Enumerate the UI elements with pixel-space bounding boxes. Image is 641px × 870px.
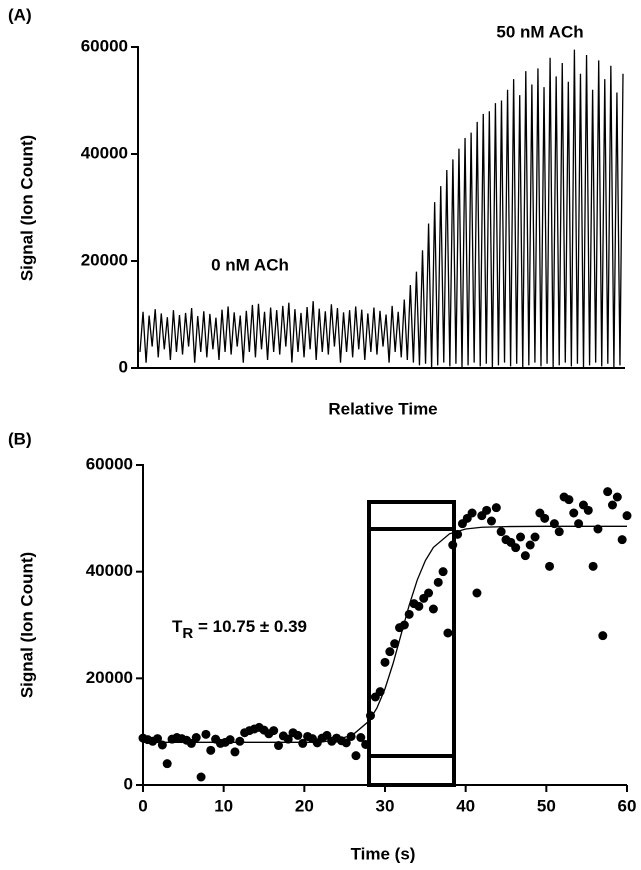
data-point xyxy=(196,772,206,782)
signal-line xyxy=(139,49,624,369)
data-point xyxy=(607,500,617,510)
data-point xyxy=(467,508,477,518)
data-point xyxy=(603,487,613,497)
data-point xyxy=(569,508,579,518)
y-tick-label: 0 xyxy=(119,357,128,376)
data-point xyxy=(598,631,608,641)
x-tick-label: 60 xyxy=(618,796,637,815)
data-point xyxy=(390,639,400,649)
y-tick-label: 20000 xyxy=(86,668,133,687)
data-point xyxy=(612,492,622,502)
region-box xyxy=(367,500,456,787)
data-point xyxy=(438,567,448,577)
x-axis-label: Relative Time xyxy=(328,399,437,418)
data-point xyxy=(283,734,293,744)
data-point xyxy=(545,561,555,571)
data-point xyxy=(298,738,308,748)
data-point xyxy=(361,739,371,749)
data-point xyxy=(583,505,593,515)
data-point xyxy=(525,540,535,550)
annotation-main: T xyxy=(172,617,183,636)
y-tick-label: 60000 xyxy=(81,36,128,55)
data-point xyxy=(356,733,366,743)
x-tick-label: 0 xyxy=(138,796,147,815)
data-point xyxy=(496,527,506,537)
panel-label: (B) xyxy=(8,429,32,448)
annotation: TR = 10.75 ± 0.39 xyxy=(172,617,307,641)
data-point xyxy=(230,747,240,757)
x-tick-label: 30 xyxy=(376,796,395,815)
annotation: 0 nM ACh xyxy=(211,255,289,274)
annotation-rest: = 10.75 ± 0.39 xyxy=(193,617,307,636)
y-tick-label: 40000 xyxy=(86,561,133,580)
annotation: 50 nM ACh xyxy=(496,22,583,41)
panel-label: (A) xyxy=(8,5,32,24)
data-point xyxy=(530,532,540,542)
data-point xyxy=(443,628,453,638)
data-point xyxy=(554,527,564,537)
fit-line xyxy=(143,525,627,743)
data-point xyxy=(153,734,163,744)
y-axis-label: Signal (Ion Count) xyxy=(17,135,36,281)
x-axis-label: Time (s) xyxy=(351,844,416,863)
data-point xyxy=(448,540,458,550)
data-point xyxy=(269,726,279,736)
data-point xyxy=(162,759,172,769)
data-point xyxy=(414,601,424,611)
data-point xyxy=(472,588,482,598)
data-point xyxy=(540,513,550,523)
y-tick-label: 0 xyxy=(124,774,133,793)
x-tick-label: 20 xyxy=(295,796,314,815)
data-point xyxy=(622,511,632,521)
data-point xyxy=(351,751,361,761)
data-point xyxy=(520,551,530,561)
data-point xyxy=(486,516,496,526)
data-point xyxy=(365,711,375,721)
data-point xyxy=(385,647,395,657)
regions-box xyxy=(367,500,456,787)
y-tick-label: 20000 xyxy=(81,250,128,269)
data-point xyxy=(201,729,211,739)
x-tick-label: 40 xyxy=(456,796,475,815)
x-tick-label: 10 xyxy=(214,796,233,815)
data-point xyxy=(424,588,434,598)
y-tick-label: 60000 xyxy=(86,454,133,473)
data-point xyxy=(433,577,443,587)
data-point xyxy=(617,535,627,545)
data-point xyxy=(588,561,598,571)
data-point xyxy=(293,730,303,740)
data-point xyxy=(274,741,284,751)
data-point xyxy=(380,657,390,667)
data-point xyxy=(191,733,201,743)
annotation-sub: R xyxy=(182,625,193,642)
y-axis-label: Signal (Ion Count) xyxy=(17,552,36,698)
data-point xyxy=(428,604,438,614)
x-tick-label: 50 xyxy=(537,796,556,815)
data-point xyxy=(206,745,216,755)
data-point xyxy=(491,503,501,513)
data-point xyxy=(235,736,245,746)
data-point xyxy=(564,495,574,505)
data-point xyxy=(341,738,351,748)
data-point xyxy=(482,505,492,515)
data-point xyxy=(516,532,526,542)
data-point xyxy=(511,543,521,553)
y-tick-label: 40000 xyxy=(81,143,128,162)
